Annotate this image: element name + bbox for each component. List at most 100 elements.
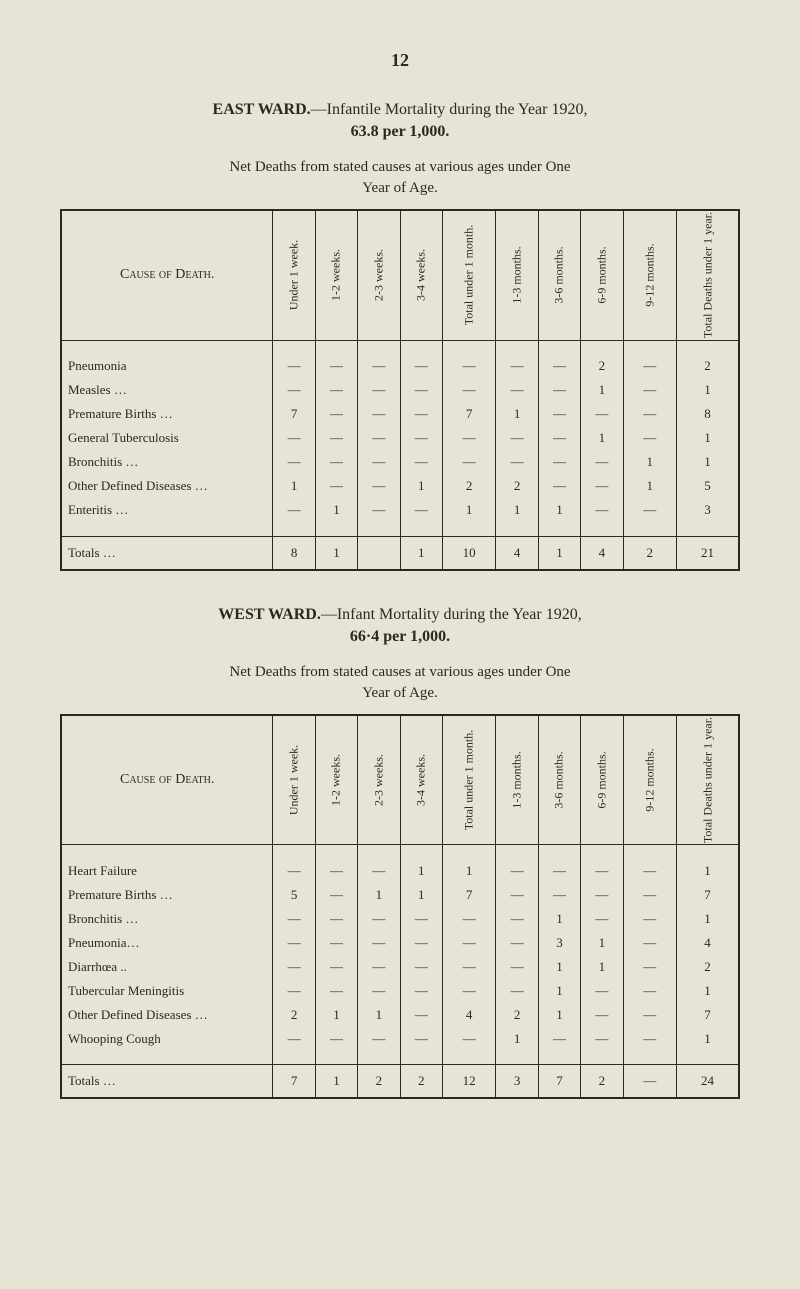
- data-cell: —: [273, 426, 315, 450]
- east-ward-rate: 63.8 per 1,000.: [60, 123, 740, 141]
- data-cell: —: [358, 402, 400, 426]
- data-cell: 2: [581, 354, 623, 378]
- data-cell: —: [623, 402, 677, 426]
- data-cell: 1: [315, 498, 357, 522]
- data-cell: —: [315, 402, 357, 426]
- cause-cell: Pneumonia: [61, 354, 273, 378]
- table-row: Bronchitis …——————1——1: [61, 907, 739, 931]
- data-cell: —: [442, 426, 496, 450]
- header-col: 1-3 months.: [496, 715, 538, 845]
- data-cell: —: [496, 955, 538, 979]
- header-col: 2-3 weeks.: [358, 715, 400, 845]
- data-cell: —: [623, 498, 677, 522]
- data-cell: —: [623, 883, 677, 907]
- totals-label: Totals …: [61, 536, 273, 570]
- data-cell: 1: [538, 1003, 580, 1027]
- data-cell: —: [400, 907, 442, 931]
- data-cell: —: [315, 474, 357, 498]
- header-col: 6-9 months.: [581, 210, 623, 340]
- header-col: Total Deaths under 1 year.: [677, 715, 739, 845]
- header-col: 3-6 months.: [538, 715, 580, 845]
- data-cell: —: [538, 474, 580, 498]
- data-cell: —: [400, 931, 442, 955]
- table-row: Premature Births …7———71———8: [61, 402, 739, 426]
- header-col: Total under 1 month.: [442, 715, 496, 845]
- data-cell: —: [400, 354, 442, 378]
- data-cell: 1: [273, 474, 315, 498]
- data-cell: 5: [273, 883, 315, 907]
- totals-label: Totals …: [61, 1065, 273, 1099]
- table-header-row: Cause of Death. Under 1 week. 1-2 weeks.…: [61, 210, 739, 340]
- data-cell: —: [623, 859, 677, 883]
- cause-cell: General Tuberculosis: [61, 426, 273, 450]
- table-row: Whooping Cough—————1———1: [61, 1027, 739, 1051]
- data-cell: —: [623, 955, 677, 979]
- totals-cell: 24: [677, 1065, 739, 1099]
- data-cell: —: [538, 1027, 580, 1051]
- data-cell: 8: [677, 402, 739, 426]
- header-col: 3-4 weeks.: [400, 715, 442, 845]
- header-col: Under 1 week.: [273, 715, 315, 845]
- data-cell: —: [496, 859, 538, 883]
- data-cell: 1: [442, 859, 496, 883]
- data-cell: 1: [581, 378, 623, 402]
- data-cell: —: [496, 907, 538, 931]
- west-ward-rate: 66·4 per 1,000.: [60, 628, 740, 646]
- data-cell: —: [581, 883, 623, 907]
- cause-cell: Bronchitis …: [61, 907, 273, 931]
- data-cell: 1: [677, 450, 739, 474]
- data-cell: —: [358, 979, 400, 1003]
- header-col: 1-3 months.: [496, 210, 538, 340]
- data-cell: 1: [581, 931, 623, 955]
- table-row: Heart Failure———11————1: [61, 859, 739, 883]
- cause-cell: Tubercular Meningitis: [61, 979, 273, 1003]
- west-ward-table: Cause of Death. Under 1 week. 1-2 weeks.…: [60, 714, 740, 1100]
- totals-cell: 1: [315, 1065, 357, 1099]
- data-cell: 2: [496, 1003, 538, 1027]
- data-cell: —: [315, 859, 357, 883]
- header-cause: Cause of Death.: [61, 715, 273, 845]
- table-row: Premature Births …5—117————7: [61, 883, 739, 907]
- header-col: 2-3 weeks.: [358, 210, 400, 340]
- data-cell: 3: [538, 931, 580, 955]
- east-ward-desc1: Net Deaths from stated causes at various…: [60, 159, 740, 176]
- data-cell: —: [623, 354, 677, 378]
- totals-cell: 2: [581, 1065, 623, 1099]
- data-cell: —: [358, 426, 400, 450]
- data-cell: —: [623, 907, 677, 931]
- data-cell: 7: [273, 402, 315, 426]
- data-cell: —: [400, 450, 442, 474]
- data-cell: —: [442, 955, 496, 979]
- cause-cell: Pneumonia…: [61, 931, 273, 955]
- totals-cell: 8: [273, 536, 315, 570]
- data-cell: —: [358, 474, 400, 498]
- totals-cell: —: [623, 1065, 677, 1099]
- totals-cell: [358, 536, 400, 570]
- data-cell: —: [538, 859, 580, 883]
- data-cell: —: [315, 883, 357, 907]
- data-cell: 5: [677, 474, 739, 498]
- east-ward-tbody: Pneumonia———————2—2Measles …———————1—1Pr…: [61, 340, 739, 570]
- data-cell: 1: [538, 979, 580, 1003]
- data-cell: —: [496, 354, 538, 378]
- data-cell: 4: [677, 931, 739, 955]
- data-cell: —: [315, 931, 357, 955]
- data-cell: 1: [315, 1003, 357, 1027]
- data-cell: 1: [496, 498, 538, 522]
- cause-cell: Whooping Cough: [61, 1027, 273, 1051]
- data-cell: —: [315, 426, 357, 450]
- east-ward-desc2: Year of Age.: [60, 180, 740, 197]
- data-cell: 1: [581, 426, 623, 450]
- data-cell: —: [496, 450, 538, 474]
- data-cell: —: [623, 931, 677, 955]
- totals-cell: 2: [623, 536, 677, 570]
- table-header-row: Cause of Death. Under 1 week. 1-2 weeks.…: [61, 715, 739, 845]
- data-cell: 2: [273, 1003, 315, 1027]
- data-cell: 1: [400, 859, 442, 883]
- cause-cell: Other Defined Diseases …: [61, 1003, 273, 1027]
- header-col: 6-9 months.: [581, 715, 623, 845]
- data-cell: —: [496, 378, 538, 402]
- page-number: 12: [60, 50, 740, 71]
- data-cell: 1: [623, 450, 677, 474]
- totals-cell: 3: [496, 1065, 538, 1099]
